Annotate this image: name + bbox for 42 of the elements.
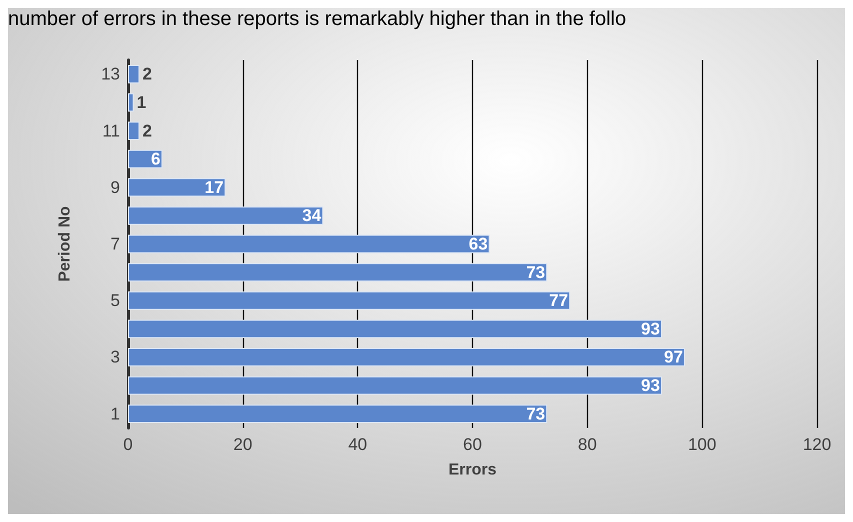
y-tick-label: 9 — [110, 178, 120, 197]
data-label: 93 — [641, 376, 660, 396]
data-label: 2 — [142, 121, 152, 140]
y-tick-label: 3 — [110, 348, 120, 367]
data-label: 73 — [526, 262, 546, 282]
y-tick-label: 11 — [102, 121, 120, 140]
x-tick-label: 100 — [688, 435, 716, 454]
bar — [128, 376, 662, 395]
x-tick-label: 40 — [348, 435, 368, 454]
y-tick-label: 5 — [110, 291, 120, 310]
data-label: 77 — [549, 291, 568, 310]
y-tick-label: 1 — [110, 404, 120, 424]
bar — [128, 291, 570, 310]
bar — [128, 122, 140, 140]
y-tick-label: 7 — [110, 234, 120, 254]
text: number of errors in these reports is remarkably higher than in the follo — [8, 8, 626, 30]
x-tick-label: 20 — [233, 435, 252, 454]
bar — [128, 263, 548, 282]
bar — [128, 64, 140, 84]
bar — [128, 320, 662, 338]
bar — [128, 404, 548, 424]
data-label: 1 — [136, 92, 146, 112]
data-label: 63 — [468, 234, 488, 254]
bar — [128, 234, 490, 254]
x-tick-label: 80 — [578, 435, 597, 454]
data-label: 97 — [664, 348, 683, 367]
bar — [128, 178, 226, 197]
data-label: 73 — [526, 404, 546, 424]
x-axis-title: Errors — [448, 462, 497, 478]
x-tick-label: 0 — [123, 435, 133, 454]
y-tick-label: 13 — [101, 64, 120, 84]
bar — [128, 206, 324, 225]
data-label: 34 — [302, 206, 322, 226]
x-tick-label: 120 — [802, 435, 832, 454]
y-axis-title: Period No — [56, 206, 74, 282]
x-tick-label: 60 — [463, 435, 482, 454]
data-label: 2 — [142, 64, 152, 84]
data-label: 17 — [204, 178, 224, 197]
bar — [128, 348, 685, 366]
data-label: 93 — [641, 319, 660, 338]
bar — [128, 93, 134, 112]
data-label: 6 — [150, 150, 160, 169]
